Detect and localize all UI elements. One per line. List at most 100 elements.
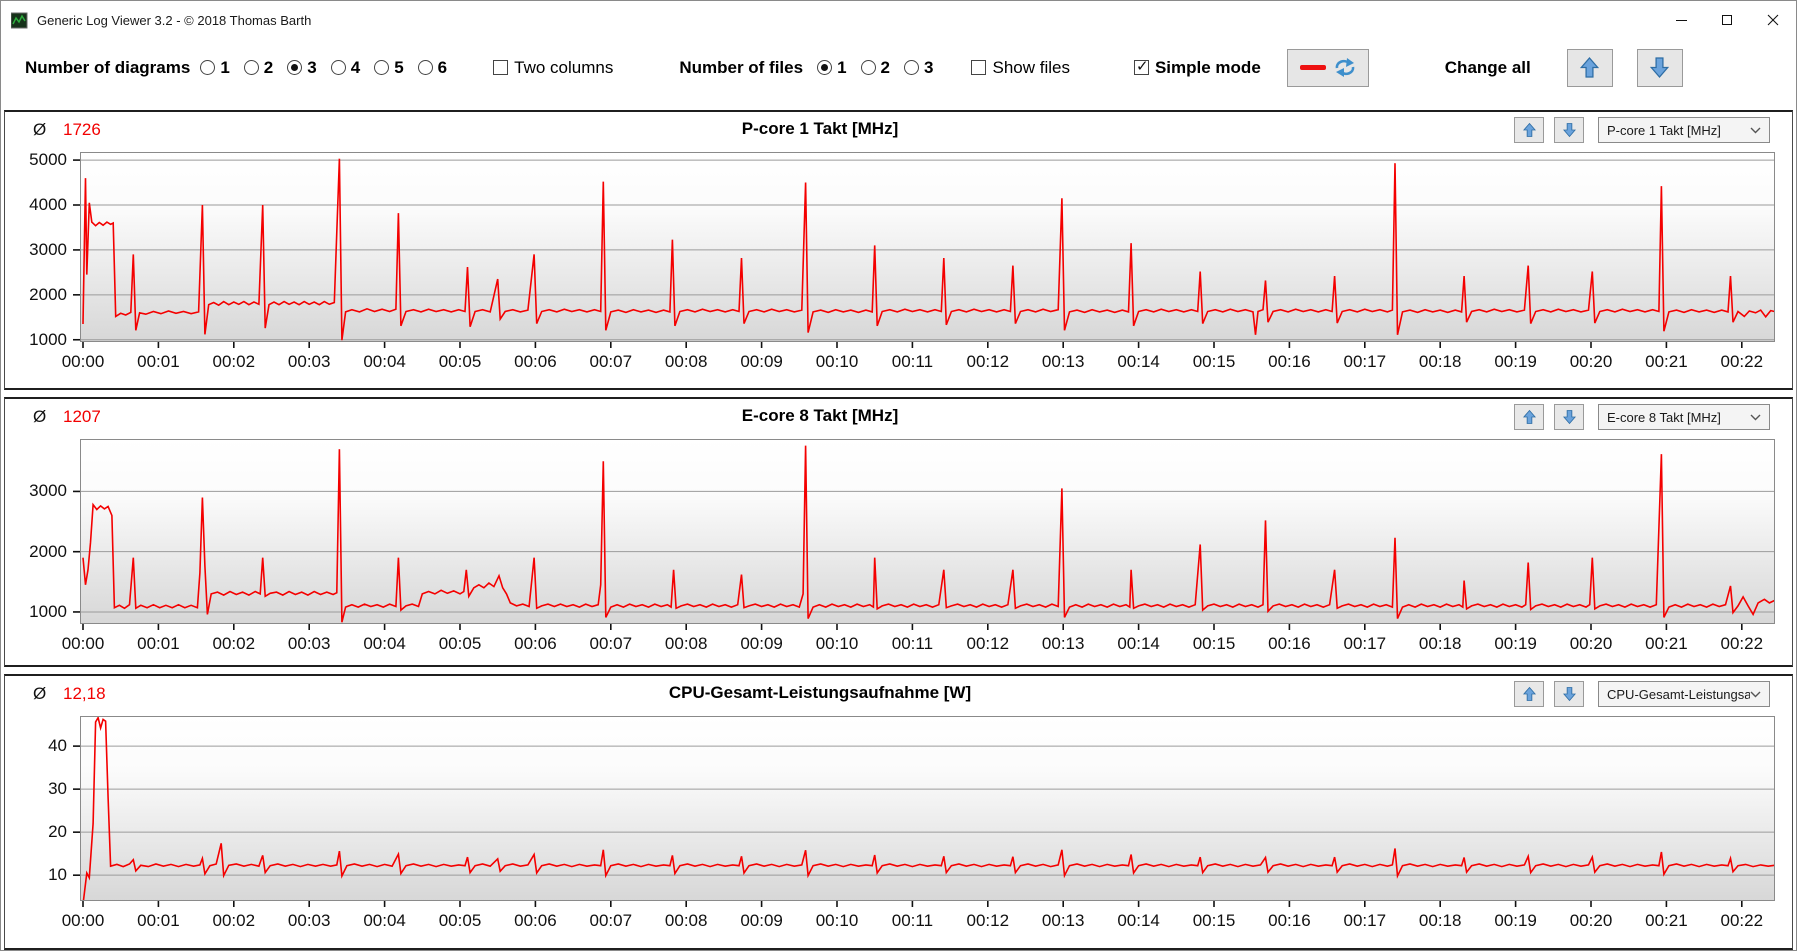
- titlebar[interactable]: Generic Log Viewer 3.2 - © 2018 Thomas B…: [1, 1, 1796, 39]
- x-axis-label: 00:04: [363, 352, 406, 371]
- x-axis-label: 00:06: [514, 352, 557, 371]
- change-all-label: Change all: [1444, 57, 1531, 77]
- chart-move-down-button[interactable]: [1554, 404, 1584, 430]
- red-line-sample-icon: [1299, 65, 1326, 70]
- x-axis-labels: 00:00 00:01 00:02 00:03 00:04 00:05 00:06 00:07…: [62, 634, 1792, 660]
- y-axis-label: 40: [48, 736, 67, 756]
- diagrams-radio-5[interactable]: 5: [374, 58, 404, 78]
- x-axis-label: 00:19: [1494, 911, 1537, 930]
- diagrams-radio-3[interactable]: 3: [287, 58, 317, 78]
- show-files-checkbox[interactable]: Show files: [971, 58, 1070, 78]
- x-axis-label: 00:05: [438, 634, 482, 653]
- x-axis-label: 00:15: [1192, 911, 1236, 930]
- minimize-button[interactable]: [1658, 1, 1704, 39]
- diagrams-radio-4[interactable]: 4: [330, 58, 360, 78]
- x-axis-label: 00:16: [1268, 911, 1311, 930]
- x-axis-label: 00:17: [1343, 911, 1387, 930]
- x-axis-label: 00:08: [664, 911, 708, 930]
- x-axis-label: 00:21: [1645, 352, 1688, 371]
- diagrams-radio-group: 1 2 3 4 5 6: [200, 58, 461, 78]
- toolbar: Number of diagrams 1 2 3 4 5 6 Two colum…: [1, 39, 1796, 96]
- window-title: Generic Log Viewer 3.2 - © 2018 Thomas B…: [37, 12, 312, 28]
- chevron-down-icon: [1750, 691, 1761, 697]
- chart-title: CPU-Gesamt-Leistungsaufnahme [W]: [668, 683, 972, 702]
- chart-move-up-button[interactable]: [1514, 404, 1544, 430]
- maximize-icon: [1722, 15, 1732, 25]
- x-axis-label: 00:10: [815, 634, 859, 653]
- x-axis-label: 00:21: [1645, 634, 1688, 653]
- x-axis-label: 00:00: [61, 911, 105, 930]
- x-axis-label: 00:02: [212, 911, 256, 930]
- x-axis-label: 00:20: [1569, 634, 1613, 653]
- chart-move-down-button[interactable]: [1554, 681, 1584, 707]
- chart-source-dropdown[interactable]: E-core 8 Takt [MHz]: [1598, 404, 1770, 430]
- x-axis-label: 00:04: [363, 911, 406, 930]
- x-axis-label: 00:20: [1569, 352, 1613, 371]
- radio-checked-icon: [287, 60, 303, 75]
- x-axis-label: 00:03: [287, 352, 331, 371]
- average-value: 12,18: [63, 684, 106, 703]
- chart-source-dropdown[interactable]: CPU-Gesamt-Leistungsau: [1598, 681, 1770, 707]
- x-axis-label: 00:09: [740, 911, 783, 930]
- files-radio-group: 1 2 3: [817, 58, 947, 78]
- data-line: [82, 716, 1775, 901]
- chevron-down-icon: [1750, 414, 1761, 420]
- files-radio-3[interactable]: 3: [904, 58, 933, 78]
- data-line: [82, 445, 1775, 623]
- x-axis-labels: 00:00 00:01 00:02 00:03 00:04 00:05 00:06 00:07…: [62, 352, 1792, 378]
- arrow-up-icon: [1522, 686, 1536, 701]
- maximize-button[interactable]: [1704, 1, 1750, 39]
- chart-title: E-core 8 Takt [MHz]: [741, 406, 899, 425]
- files-radio-2[interactable]: 2: [860, 58, 890, 78]
- x-axis-label: 00:03: [287, 911, 331, 930]
- radio-icon: [243, 60, 259, 75]
- x-axis-label: 00:07: [589, 911, 633, 930]
- x-axis-label: 00:22: [1720, 911, 1764, 930]
- line-style-refresh-button[interactable]: [1286, 48, 1369, 87]
- diagrams-group-label: Number of diagrams: [25, 57, 191, 77]
- x-axis-label: 00:14: [1117, 352, 1160, 371]
- x-axis-label: 00:10: [815, 911, 859, 930]
- chart-title: P-core 1 Takt [MHz]: [741, 119, 899, 138]
- chart-plot-area: 3000 2000 1000 00:00 00:01 00:02 00:03 00:04 00:…: [5, 435, 1792, 660]
- x-axis-label: 00:12: [966, 911, 1010, 930]
- arrow-down-icon: [1650, 57, 1670, 78]
- x-axis-labels: 00:00 00:01 00:02 00:03 00:04 00:05 00:06 00:07…: [62, 911, 1792, 937]
- x-axis-label: 00:08: [664, 352, 708, 371]
- x-axis-label: 00:08: [664, 634, 708, 653]
- diagrams-radio-6[interactable]: 6: [417, 58, 447, 78]
- x-axis-label: 00:17: [1343, 352, 1387, 371]
- close-button[interactable]: [1750, 1, 1796, 39]
- two-columns-checkbox[interactable]: Two columns: [493, 58, 613, 78]
- simple-mode-checkbox[interactable]: Simple mode: [1133, 57, 1261, 78]
- arrow-up-icon: [1580, 57, 1600, 78]
- x-axis-label: 00:13: [1041, 911, 1085, 930]
- diagrams-radio-1[interactable]: 1: [200, 58, 230, 78]
- chart-source-dropdown[interactable]: P-core 1 Takt [MHz]: [1598, 117, 1770, 143]
- average-value: 1207: [63, 407, 101, 426]
- chart-move-down-button[interactable]: [1554, 117, 1584, 143]
- y-axis-label: 20: [48, 822, 67, 842]
- diagrams-radio-2[interactable]: 2: [243, 58, 273, 78]
- chart-panel-ecore: Ø 1207 E-core 8 Takt [MHz] E-core 8 Takt…: [4, 397, 1793, 667]
- x-axis-label: 00:15: [1192, 634, 1236, 653]
- x-axis-label: 00:01: [137, 911, 180, 930]
- change-all-down-button[interactable]: [1636, 48, 1683, 87]
- x-axis-label: 00:09: [740, 634, 783, 653]
- x-axis-label: 00:14: [1117, 911, 1160, 930]
- x-axis-label: 00:12: [966, 634, 1010, 653]
- minimize-icon: [1675, 19, 1687, 21]
- x-axis-label: 00:11: [891, 352, 934, 371]
- x-axis-label: 00:06: [514, 911, 557, 930]
- chart-move-up-button[interactable]: [1514, 681, 1544, 707]
- x-axis-label: 00:21: [1645, 911, 1688, 930]
- y-axis-label: 2000: [29, 541, 67, 561]
- change-all-up-button[interactable]: [1566, 48, 1613, 87]
- app-icon: [10, 12, 28, 29]
- y-axis-label: 3000: [29, 481, 67, 501]
- x-axis-label: 00:18: [1418, 352, 1462, 371]
- chart-move-up-button[interactable]: [1514, 117, 1544, 143]
- y-axis-label: 3000: [29, 239, 67, 259]
- x-axis-label: 00:18: [1418, 634, 1462, 653]
- files-radio-1[interactable]: 1: [817, 58, 847, 78]
